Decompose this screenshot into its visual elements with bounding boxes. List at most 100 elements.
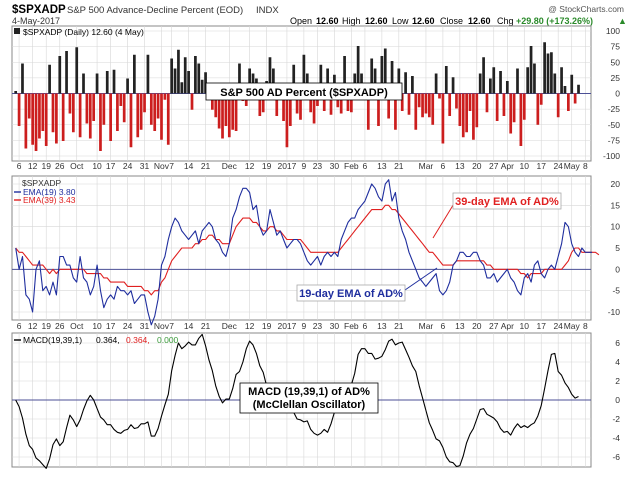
- x-tick-label: 6: [441, 321, 446, 331]
- ad-percent-bar: [533, 63, 536, 94]
- ad-percent-bar: [217, 93, 221, 129]
- x-tick-label: 17: [536, 321, 546, 331]
- ad-percent-bar: [326, 68, 329, 94]
- annotation-spxadp: S&P 500 AD Percent ($SPXADP): [205, 82, 403, 101]
- ad-percent-bar: [546, 53, 550, 94]
- ad-percent-bar: [539, 93, 543, 105]
- macd-legend-signal: 0.364,: [126, 335, 150, 345]
- ad-percent-bar: [58, 56, 62, 94]
- ad-percent-bar: [17, 93, 21, 126]
- ad-percent-bar: [397, 68, 401, 94]
- x-tick-label: Nov: [154, 161, 170, 171]
- x-tick-label: 2017: [277, 321, 296, 331]
- close-value: 12.60: [468, 16, 491, 26]
- ad-percent-bar: [197, 63, 201, 94]
- ad-percent-bar: [495, 93, 499, 121]
- x-tick-label: 10: [520, 161, 530, 171]
- ad-percent-bar: [489, 78, 492, 94]
- ad-percent-bar: [180, 82, 184, 94]
- ad-percent-bar: [14, 91, 18, 94]
- x-tick-label: 30: [330, 161, 340, 171]
- open-label: Open: [290, 16, 312, 26]
- ad-percent-bar: [82, 73, 85, 94]
- y-tick-label: 6: [615, 338, 620, 348]
- y-tick-label: 5: [615, 243, 620, 253]
- x-tick-label: Apr: [501, 161, 514, 171]
- x-tick-label: 12: [28, 161, 38, 171]
- ad-percent-bar: [502, 93, 506, 116]
- ad-percent-bar: [99, 93, 102, 151]
- ad-percent-bar: [38, 93, 41, 139]
- ema19-legend: EMA(19) 3.80: [23, 187, 76, 197]
- macd-line: [15, 333, 579, 469]
- x-tick-label: Nov: [154, 321, 170, 331]
- ad-percent-bar: [563, 86, 567, 94]
- x-tick-label: 17: [106, 161, 116, 171]
- chg-up-arrow-icon: ▲: [618, 16, 627, 26]
- ad-percent-bar: [149, 93, 153, 125]
- ad-percent-bar: [109, 93, 112, 141]
- ad-percent-bar: [455, 93, 458, 109]
- x-tick-label: Feb: [344, 161, 359, 171]
- y-tick-label: 20: [611, 179, 621, 189]
- y-tick-label: 0: [615, 89, 620, 99]
- y-tick-label: 100: [606, 26, 620, 36]
- x-tick-label: May: [564, 321, 581, 331]
- x-tick-label: 2017: [277, 161, 296, 171]
- ad-percent-bar: [566, 93, 570, 111]
- ad-percent-bar: [61, 93, 65, 141]
- ad-percent-bar: [173, 68, 177, 94]
- ad-percent-bar: [299, 93, 302, 120]
- x-tick-label: Dec: [222, 321, 238, 331]
- ad-percent-bar: [350, 93, 353, 113]
- y-tick-label: -25: [608, 104, 621, 114]
- ad-percent-bar: [516, 68, 519, 94]
- ad-percent-bar: [187, 71, 190, 94]
- ad-percent-bar: [431, 93, 435, 125]
- x-tick-label: 13: [455, 161, 465, 171]
- ad-percent-bar: [407, 93, 411, 115]
- ad-percent-bar: [92, 93, 96, 121]
- ad-percent-bar: [509, 93, 513, 134]
- ad-percent-bar: [461, 93, 465, 138]
- y-tick-label: 75: [611, 42, 621, 52]
- x-tick-label: 24: [553, 321, 563, 331]
- x-tick-label: 17: [536, 161, 546, 171]
- ad-percent-bar: [394, 93, 397, 130]
- y-tick-label: -6: [612, 452, 620, 462]
- ad-percent-bar: [166, 93, 170, 145]
- ad-percent-bar: [68, 93, 72, 114]
- ad-percent-bar: [560, 67, 563, 94]
- ad-percent-bar: [343, 56, 346, 94]
- ema19-line: [15, 179, 593, 326]
- annotation-macd-line1: MACD (19,39,1) of AD%: [248, 386, 370, 398]
- ad-percent-bar: [85, 93, 89, 124]
- ad-percent-bar: [482, 57, 485, 94]
- ad-percent-bar: [126, 78, 129, 94]
- ad-percent-bar: [322, 93, 326, 111]
- y-tick-label: -75: [608, 135, 621, 145]
- ad-percent-bar: [421, 93, 424, 118]
- ad-percent-bar: [295, 93, 299, 114]
- ad-percent-bar: [78, 93, 82, 138]
- macd-legend-label: MACD(19,39,1): [23, 335, 82, 345]
- x-tick-label: 6: [441, 161, 446, 171]
- x-tick-label: 6: [17, 321, 22, 331]
- x-tick-label: 21: [201, 321, 211, 331]
- chg-value: +29.80 (+173.26%): [516, 16, 593, 26]
- ad-percent-bar: [163, 93, 167, 100]
- ad-percent-bar: [573, 93, 577, 104]
- x-tick-label: 26: [55, 161, 65, 171]
- low-label: Low: [392, 16, 409, 26]
- x-tick-label: 19: [262, 321, 272, 331]
- x-tick-label: 12: [28, 321, 38, 331]
- ad-percent-bar: [272, 68, 275, 94]
- ad-percent-bar: [505, 81, 509, 94]
- ad-percent-bar: [31, 93, 35, 145]
- x-tick-label: 21: [201, 161, 211, 171]
- ad-percent-bar: [356, 46, 360, 94]
- watermark: @ StockCharts.com: [548, 4, 624, 14]
- annotation-macd: MACD (19,39,1) of AD% (McClellan Oscilla…: [239, 382, 379, 414]
- ad-percent-bar: [472, 93, 475, 140]
